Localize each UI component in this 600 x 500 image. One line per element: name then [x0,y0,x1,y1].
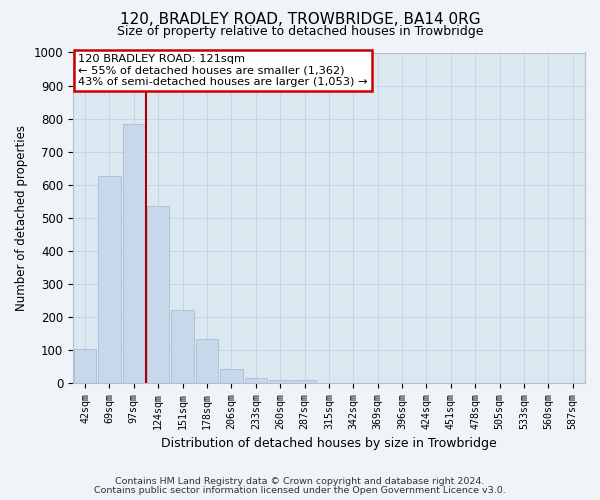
Text: 120, BRADLEY ROAD, TROWBRIDGE, BA14 0RG: 120, BRADLEY ROAD, TROWBRIDGE, BA14 0RG [119,12,481,28]
Bar [98,176,121,383]
Bar [245,378,267,383]
Bar [74,349,97,383]
Bar [122,124,145,383]
Y-axis label: Number of detached properties: Number of detached properties [15,124,28,310]
Text: Size of property relative to detached houses in Trowbridge: Size of property relative to detached ho… [117,25,483,38]
Text: Contains HM Land Registry data © Crown copyright and database right 2024.: Contains HM Land Registry data © Crown c… [115,477,485,486]
X-axis label: Distribution of detached houses by size in Trowbridge: Distribution of detached houses by size … [161,437,497,450]
Bar [172,310,194,383]
Text: 120 BRADLEY ROAD: 121sqm
← 55% of detached houses are smaller (1,362)
43% of sem: 120 BRADLEY ROAD: 121sqm ← 55% of detach… [78,54,368,88]
Bar [220,369,242,383]
Bar [147,206,169,383]
Text: Contains public sector information licensed under the Open Government Licence v3: Contains public sector information licen… [94,486,506,495]
Bar [293,380,316,383]
Bar [269,380,292,383]
Bar [196,338,218,383]
